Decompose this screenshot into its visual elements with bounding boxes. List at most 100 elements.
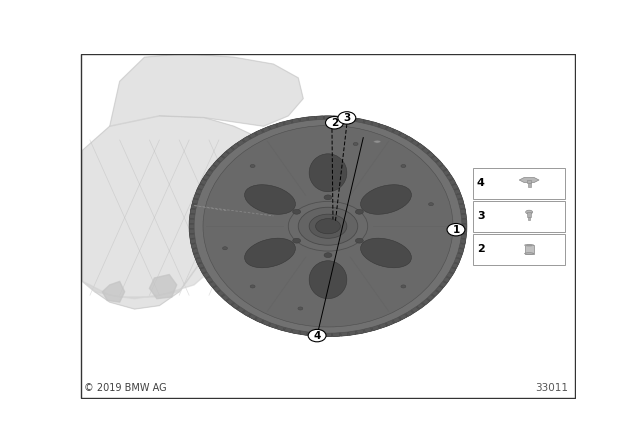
Polygon shape — [324, 116, 332, 121]
Polygon shape — [399, 313, 407, 320]
Polygon shape — [237, 306, 245, 313]
Polygon shape — [458, 204, 465, 209]
Text: 4: 4 — [477, 178, 484, 188]
Polygon shape — [110, 54, 303, 126]
Polygon shape — [379, 322, 387, 328]
Polygon shape — [203, 272, 211, 278]
Text: 2: 2 — [477, 244, 484, 254]
Polygon shape — [458, 244, 465, 249]
Polygon shape — [456, 248, 464, 254]
Polygon shape — [371, 324, 380, 331]
Ellipse shape — [256, 195, 261, 198]
Polygon shape — [192, 199, 200, 204]
Polygon shape — [227, 148, 235, 154]
Wedge shape — [374, 140, 381, 143]
Polygon shape — [392, 316, 401, 323]
Polygon shape — [364, 327, 372, 332]
Polygon shape — [198, 184, 205, 190]
Polygon shape — [221, 152, 230, 159]
Text: 2: 2 — [331, 118, 338, 128]
Polygon shape — [453, 189, 460, 194]
Polygon shape — [189, 219, 196, 224]
Bar — [474, 234, 565, 265]
Polygon shape — [364, 120, 372, 126]
Polygon shape — [379, 124, 387, 130]
Polygon shape — [411, 140, 419, 146]
Ellipse shape — [525, 210, 532, 214]
Polygon shape — [371, 122, 380, 128]
Polygon shape — [191, 244, 198, 249]
Polygon shape — [308, 116, 316, 121]
Polygon shape — [83, 250, 219, 299]
Polygon shape — [448, 267, 456, 273]
Polygon shape — [209, 165, 218, 172]
Polygon shape — [189, 214, 196, 219]
Polygon shape — [219, 174, 288, 237]
Ellipse shape — [355, 238, 364, 243]
Polygon shape — [416, 302, 424, 309]
Text: 3: 3 — [343, 113, 351, 123]
Polygon shape — [426, 294, 435, 301]
Polygon shape — [459, 209, 466, 214]
Polygon shape — [217, 290, 225, 296]
Polygon shape — [203, 175, 211, 181]
Polygon shape — [284, 120, 292, 126]
Polygon shape — [237, 140, 245, 146]
Polygon shape — [192, 248, 200, 254]
Polygon shape — [421, 298, 429, 305]
Polygon shape — [460, 219, 467, 224]
Ellipse shape — [324, 253, 332, 258]
Ellipse shape — [401, 285, 406, 288]
Polygon shape — [442, 170, 450, 176]
Polygon shape — [196, 189, 203, 194]
Polygon shape — [150, 275, 177, 299]
Ellipse shape — [292, 209, 301, 214]
Polygon shape — [213, 161, 221, 167]
Ellipse shape — [525, 253, 534, 254]
Polygon shape — [83, 116, 278, 309]
Ellipse shape — [429, 202, 433, 206]
Polygon shape — [356, 328, 364, 334]
Polygon shape — [227, 298, 235, 305]
Ellipse shape — [223, 247, 227, 250]
Polygon shape — [308, 331, 316, 336]
Polygon shape — [453, 258, 460, 263]
Polygon shape — [386, 319, 394, 326]
Polygon shape — [206, 276, 214, 283]
Ellipse shape — [189, 116, 467, 336]
Polygon shape — [292, 328, 300, 334]
Bar — [527, 212, 531, 217]
Polygon shape — [426, 152, 435, 159]
Polygon shape — [448, 179, 456, 185]
Polygon shape — [206, 170, 214, 176]
Polygon shape — [451, 184, 458, 190]
Polygon shape — [333, 116, 340, 121]
Text: 4: 4 — [314, 331, 321, 340]
Polygon shape — [456, 199, 464, 204]
Polygon shape — [459, 239, 466, 243]
Polygon shape — [300, 330, 307, 335]
Polygon shape — [431, 156, 439, 163]
Polygon shape — [324, 332, 332, 336]
Polygon shape — [445, 175, 453, 181]
Circle shape — [447, 224, 465, 236]
Ellipse shape — [274, 206, 279, 209]
Polygon shape — [232, 302, 240, 309]
Polygon shape — [243, 310, 251, 316]
Text: 33011: 33011 — [536, 383, 568, 392]
Ellipse shape — [353, 142, 358, 146]
Polygon shape — [438, 165, 447, 172]
Bar — [528, 217, 531, 220]
Polygon shape — [460, 234, 467, 238]
Polygon shape — [221, 294, 230, 301]
Polygon shape — [445, 272, 453, 278]
Ellipse shape — [194, 119, 462, 333]
Polygon shape — [284, 327, 292, 332]
Polygon shape — [189, 224, 196, 228]
Polygon shape — [421, 148, 429, 154]
Ellipse shape — [298, 307, 303, 310]
Polygon shape — [455, 253, 462, 258]
Polygon shape — [435, 285, 443, 292]
Text: 1: 1 — [452, 225, 460, 235]
Bar — [474, 168, 565, 198]
